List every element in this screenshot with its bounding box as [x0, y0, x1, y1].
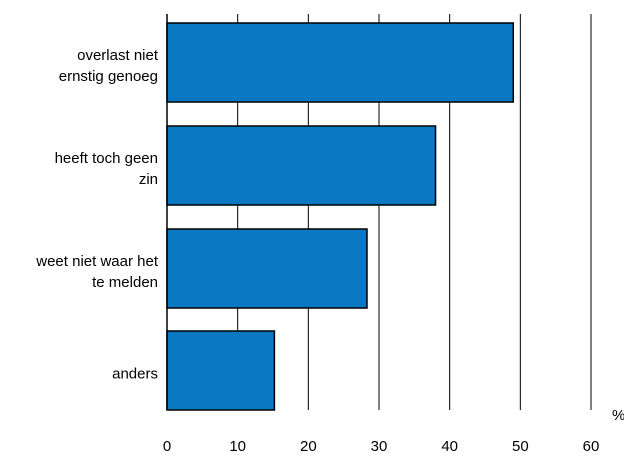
x-tick-labels: 0 10 20 30 40 50 60: [163, 438, 600, 455]
x-tick-label: 50: [512, 438, 529, 455]
bars: [166, 22, 515, 411]
bar: [166, 330, 276, 411]
category-label: zin: [139, 171, 158, 188]
x-tick-label: 60: [583, 438, 600, 455]
category-label: overlast niet: [77, 47, 159, 64]
category-label: weet niet waar het: [35, 253, 159, 270]
category-labels: overlast niet ernstig genoeg heeft toch ge…: [35, 47, 159, 383]
bar: [166, 228, 368, 309]
x-tick-label: 40: [441, 438, 458, 455]
x-axis-unit: %: [612, 407, 624, 424]
x-tick-label: 30: [371, 438, 388, 455]
bar: [166, 22, 515, 103]
x-tick-label: 10: [229, 438, 246, 455]
x-tick-label: 0: [163, 438, 171, 455]
bar: [166, 125, 437, 206]
x-tick-label: 20: [300, 438, 317, 455]
category-label: anders: [112, 366, 158, 383]
category-label: heeft toch geen: [55, 150, 158, 167]
category-label: ernstig genoeg: [59, 68, 158, 85]
category-label: te melden: [92, 274, 158, 291]
